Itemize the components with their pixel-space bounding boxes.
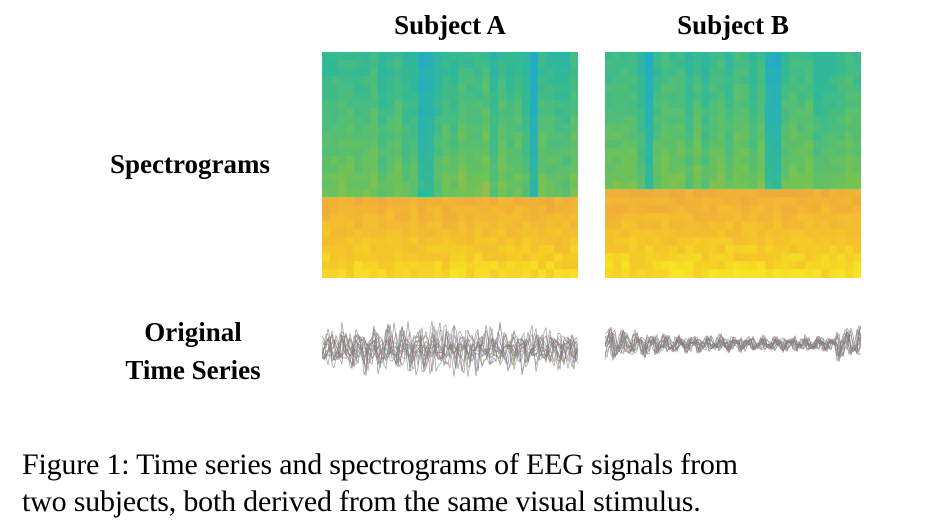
subject-b-title: Subject B bbox=[677, 10, 789, 40]
eeg-trace bbox=[322, 324, 578, 376]
eeg-trace bbox=[322, 323, 578, 376]
time-series-label-line2: Time Series bbox=[125, 355, 261, 385]
subject-a-spectrogram bbox=[322, 52, 578, 278]
eeg-trace bbox=[605, 328, 861, 358]
caption-line-1: Figure 1: Time series and spectrograms o… bbox=[22, 448, 738, 481]
eeg-trace bbox=[605, 330, 861, 360]
eeg-trace bbox=[605, 324, 861, 362]
eeg-trace bbox=[605, 332, 861, 357]
eeg-trace bbox=[322, 335, 578, 362]
subject-b-time-series bbox=[605, 324, 861, 362]
eeg-trace bbox=[322, 324, 578, 371]
caption-line-2: two subjects, both derived from the same… bbox=[22, 485, 701, 518]
spectrograms-row-label: Spectrograms bbox=[110, 149, 270, 179]
eeg-trace bbox=[322, 322, 578, 376]
subject-a-title: Subject A bbox=[394, 10, 506, 40]
eeg-trace bbox=[605, 330, 861, 360]
time-series-label-line1: Original bbox=[144, 317, 242, 347]
subject-b-spectrogram bbox=[605, 52, 861, 278]
subject-a-time-series bbox=[322, 320, 578, 377]
figure-caption: Figure 1: Time series and spectrograms o… bbox=[22, 446, 927, 520]
time-series-row-label: Original Time Series bbox=[80, 313, 306, 389]
